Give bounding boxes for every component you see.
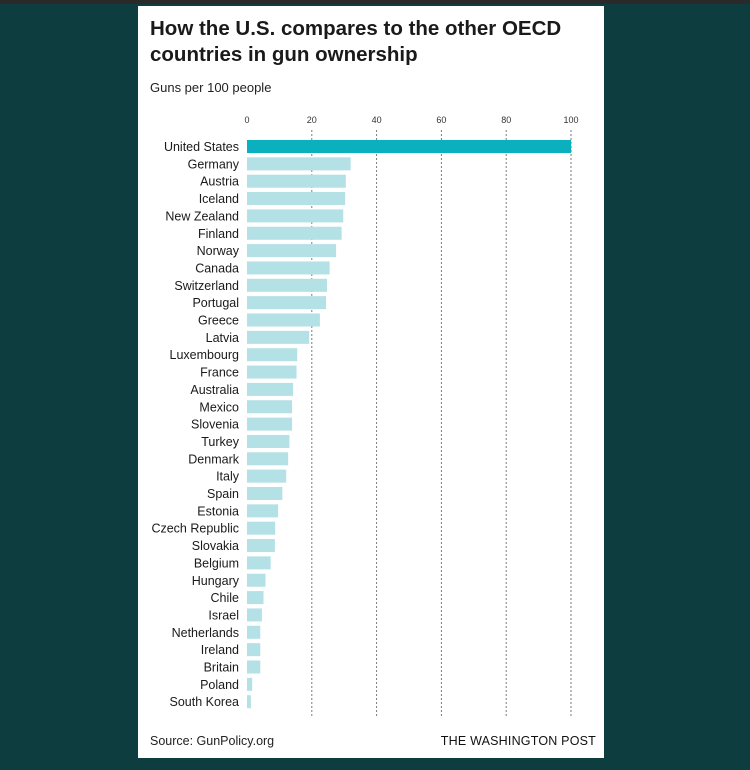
category-label-hungary: Hungary <box>192 574 240 588</box>
category-label-latvia: Latvia <box>206 331 239 345</box>
category-label-australia: Australia <box>190 383 239 397</box>
category-label-greece: Greece <box>198 314 239 328</box>
bar-spain <box>247 487 283 500</box>
category-label-south-korea: South Korea <box>170 695 240 709</box>
source-note: Source: GunPolicy.org <box>150 734 275 748</box>
bar-britain <box>247 660 261 674</box>
bar-finland <box>247 226 342 240</box>
bar-luxembourg <box>247 348 298 362</box>
chart-title: How the U.S. compares to the other OECD … <box>150 17 562 66</box>
x-tick-label-60: 60 <box>436 115 446 125</box>
bar-south-korea <box>247 695 251 709</box>
bar-austria <box>247 174 346 188</box>
bar-australia <box>247 382 294 396</box>
bar-italy <box>247 469 287 483</box>
bar-new-zealand <box>247 209 344 223</box>
category-label-netherlands: Netherlands <box>172 626 239 640</box>
bar-slovenia <box>247 417 293 431</box>
category-label-slovakia: Slovakia <box>192 539 239 553</box>
bar-belgium <box>247 556 271 570</box>
bar-estonia <box>247 504 279 518</box>
bar-slovakia <box>247 539 275 553</box>
category-label-belgium: Belgium <box>194 556 239 570</box>
x-tick-label-40: 40 <box>372 115 382 125</box>
bar-france <box>247 365 297 379</box>
category-label-germany: Germany <box>188 157 240 171</box>
category-label-poland: Poland <box>200 678 239 692</box>
category-label-austria: Austria <box>200 175 239 189</box>
category-label-slovenia: Slovenia <box>191 418 239 432</box>
bar-iceland <box>247 192 346 206</box>
bar-switzerland <box>247 278 328 292</box>
chart-subtitle: Guns per 100 people <box>150 80 272 95</box>
category-label-turkey: Turkey <box>201 435 239 449</box>
bar-canada <box>247 261 330 275</box>
bar-norway <box>247 244 337 258</box>
chart-card: How the U.S. compares to the other OECD … <box>138 6 604 758</box>
category-label-chile: Chile <box>211 591 240 605</box>
category-label-israel: Israel <box>208 608 239 622</box>
bar-denmark <box>247 452 289 466</box>
bar-hungary <box>247 573 266 587</box>
category-label-italy: Italy <box>216 470 240 484</box>
bar-netherlands <box>247 625 261 639</box>
bar-portugal <box>247 296 327 310</box>
bar-turkey <box>247 434 290 448</box>
category-label-france: France <box>200 366 239 380</box>
category-label-czech-republic: Czech Republic <box>151 522 239 536</box>
bar-israel <box>247 608 262 622</box>
category-label-new-zealand: New Zealand <box>165 209 239 223</box>
category-label-united-states: United States <box>164 140 239 154</box>
category-label-ireland: Ireland <box>201 643 239 657</box>
x-tick-label-80: 80 <box>501 115 511 125</box>
category-label-spain: Spain <box>207 487 239 501</box>
bar-chart: 0 20 40 60 80 100 United States Germany Austria I… <box>151 115 579 718</box>
category-label-iceland: Iceland <box>199 192 239 206</box>
bar-united-states <box>247 140 571 153</box>
category-label-luxembourg: Luxembourg <box>170 348 240 362</box>
category-label-switzerland: Switzerland <box>174 279 239 293</box>
category-label-canada: Canada <box>195 261 239 275</box>
bar-mexico <box>247 400 293 414</box>
bar-poland <box>247 677 253 691</box>
category-label-norway: Norway <box>197 244 240 258</box>
category-label-finland: Finland <box>198 227 239 241</box>
bar-czech-republic <box>247 521 276 535</box>
x-tick-label-0: 0 <box>244 115 249 125</box>
publisher-brand: THE WASHINGTON POST <box>440 734 596 748</box>
x-tick-label-20: 20 <box>307 115 317 125</box>
category-label-britain: Britain <box>204 661 239 675</box>
category-label-denmark: Denmark <box>188 452 239 466</box>
bar-ireland <box>247 643 261 657</box>
bar-greece <box>247 313 320 327</box>
bar-chile <box>247 591 264 605</box>
category-label-estonia: Estonia <box>197 504 239 518</box>
category-label-mexico: Mexico <box>199 400 239 414</box>
bar-latvia <box>247 330 310 344</box>
x-tick-label-100: 100 <box>563 115 578 125</box>
top-border <box>0 0 750 4</box>
category-label-portugal: Portugal <box>192 296 239 310</box>
bar-germany <box>247 157 351 171</box>
